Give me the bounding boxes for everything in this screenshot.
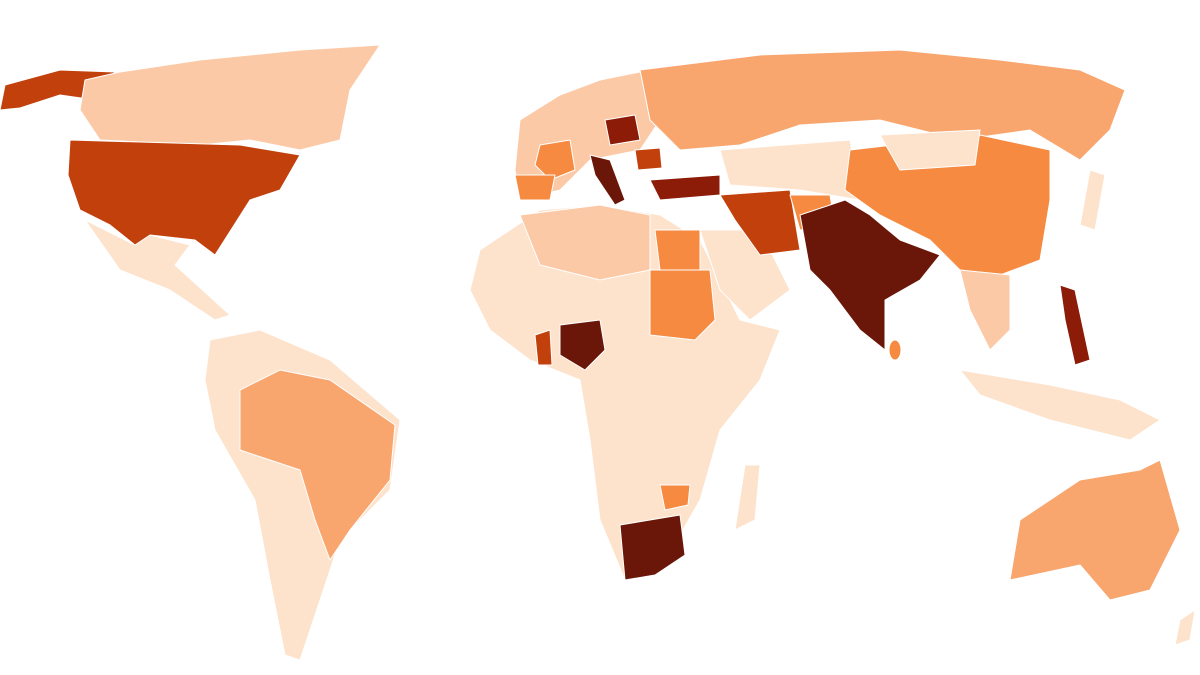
australia	[1009, 459, 1181, 601]
brazil	[239, 369, 396, 561]
regions	[0, 44, 1196, 661]
italy	[589, 154, 626, 206]
spain	[514, 174, 556, 201]
sri-lanka	[888, 339, 902, 361]
south-africa	[619, 514, 686, 581]
france	[534, 139, 576, 181]
usa	[67, 139, 301, 256]
egypt	[654, 229, 701, 271]
iran	[719, 189, 801, 256]
canada	[79, 44, 381, 151]
russia	[639, 49, 1126, 161]
ghana	[534, 329, 553, 366]
new-zealand	[1174, 609, 1196, 646]
southeast-asia	[959, 269, 1011, 351]
nigeria	[559, 319, 606, 371]
india	[799, 199, 941, 351]
japan	[1079, 169, 1106, 231]
indonesia	[959, 369, 1161, 441]
philippines	[1059, 284, 1091, 366]
madagascar	[734, 464, 761, 531]
poland	[604, 114, 641, 146]
turkey	[649, 174, 721, 201]
zimbabwe	[659, 484, 691, 511]
sudan	[649, 269, 716, 341]
romania	[634, 147, 663, 171]
mongolia	[879, 129, 981, 171]
